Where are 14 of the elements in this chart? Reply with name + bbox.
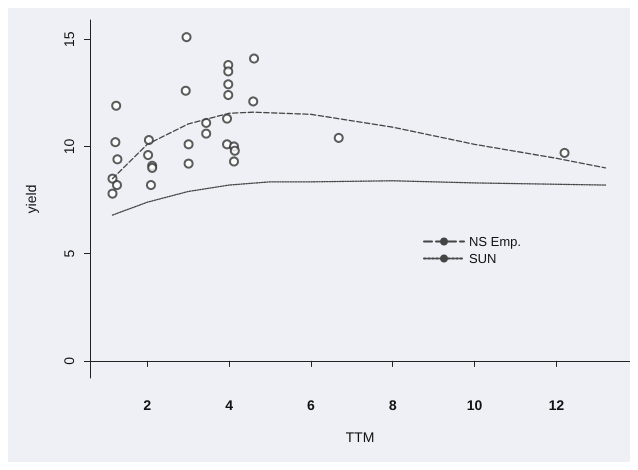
x-tick-label: 2 — [143, 397, 152, 413]
y-axis-title: yield — [23, 184, 39, 214]
x-tick-label: 6 — [307, 397, 316, 413]
y-tick-label: 5 — [61, 250, 77, 258]
x-axis-title: TTM — [346, 429, 374, 445]
x-tick-label: 12 — [548, 397, 564, 413]
y-tick-label: 0 — [61, 356, 77, 365]
x-tick-label: 10 — [466, 397, 483, 413]
x-tick-label: 4 — [225, 397, 234, 413]
y-tick-label: 10 — [61, 138, 77, 154]
legend-label: NS Emp. — [469, 234, 522, 249]
x-tick-label: 8 — [388, 397, 397, 413]
y-tick-label: 15 — [61, 31, 77, 48]
legend-label: SUN — [469, 251, 496, 266]
